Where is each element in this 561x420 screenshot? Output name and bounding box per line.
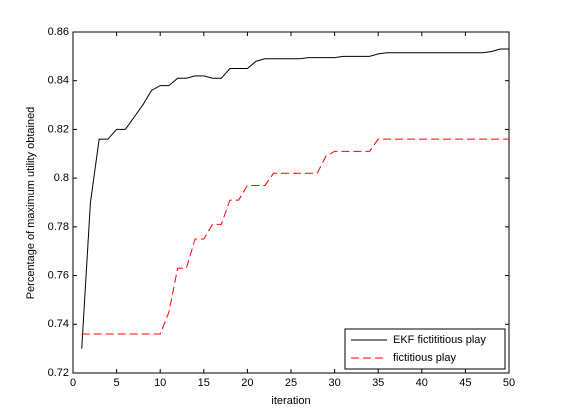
- series-line: [81, 48, 509, 349]
- x-tick-label: 35: [372, 377, 384, 389]
- legend-label: fictitious play: [393, 352, 456, 364]
- x-tick-label: 20: [241, 377, 253, 389]
- y-tick-label: 0.76: [48, 269, 69, 281]
- y-tick-label: 0.84: [48, 75, 69, 87]
- y-tick-label: 0.72: [48, 367, 69, 379]
- x-axis-label: iteration: [271, 395, 310, 407]
- x-tick-label: 5: [114, 377, 120, 389]
- x-tick-label: 45: [459, 377, 471, 389]
- y-tick-label: 0.74: [48, 318, 69, 330]
- series-line: [81, 138, 509, 335]
- x-tick-label: 50: [503, 377, 515, 389]
- y-tick-label: 0.86: [48, 26, 69, 38]
- y-axis-label: Percentage of maximum utility obtained: [25, 107, 37, 300]
- y-tick-label: 0.8: [54, 172, 69, 184]
- plot-area: [72, 31, 510, 374]
- x-tick-label: 10: [154, 377, 166, 389]
- x-tick-label: 40: [416, 377, 428, 389]
- x-tick-label: 0: [70, 377, 76, 389]
- y-tick-label: 0.78: [48, 221, 69, 233]
- legend-label: EKF fictititious play: [393, 334, 486, 346]
- x-tick-label: 25: [285, 377, 297, 389]
- legend-box: [344, 328, 506, 370]
- x-tick-label: 30: [328, 377, 340, 389]
- y-tick-label: 0.82: [48, 123, 69, 135]
- x-tick-label: 15: [198, 377, 210, 389]
